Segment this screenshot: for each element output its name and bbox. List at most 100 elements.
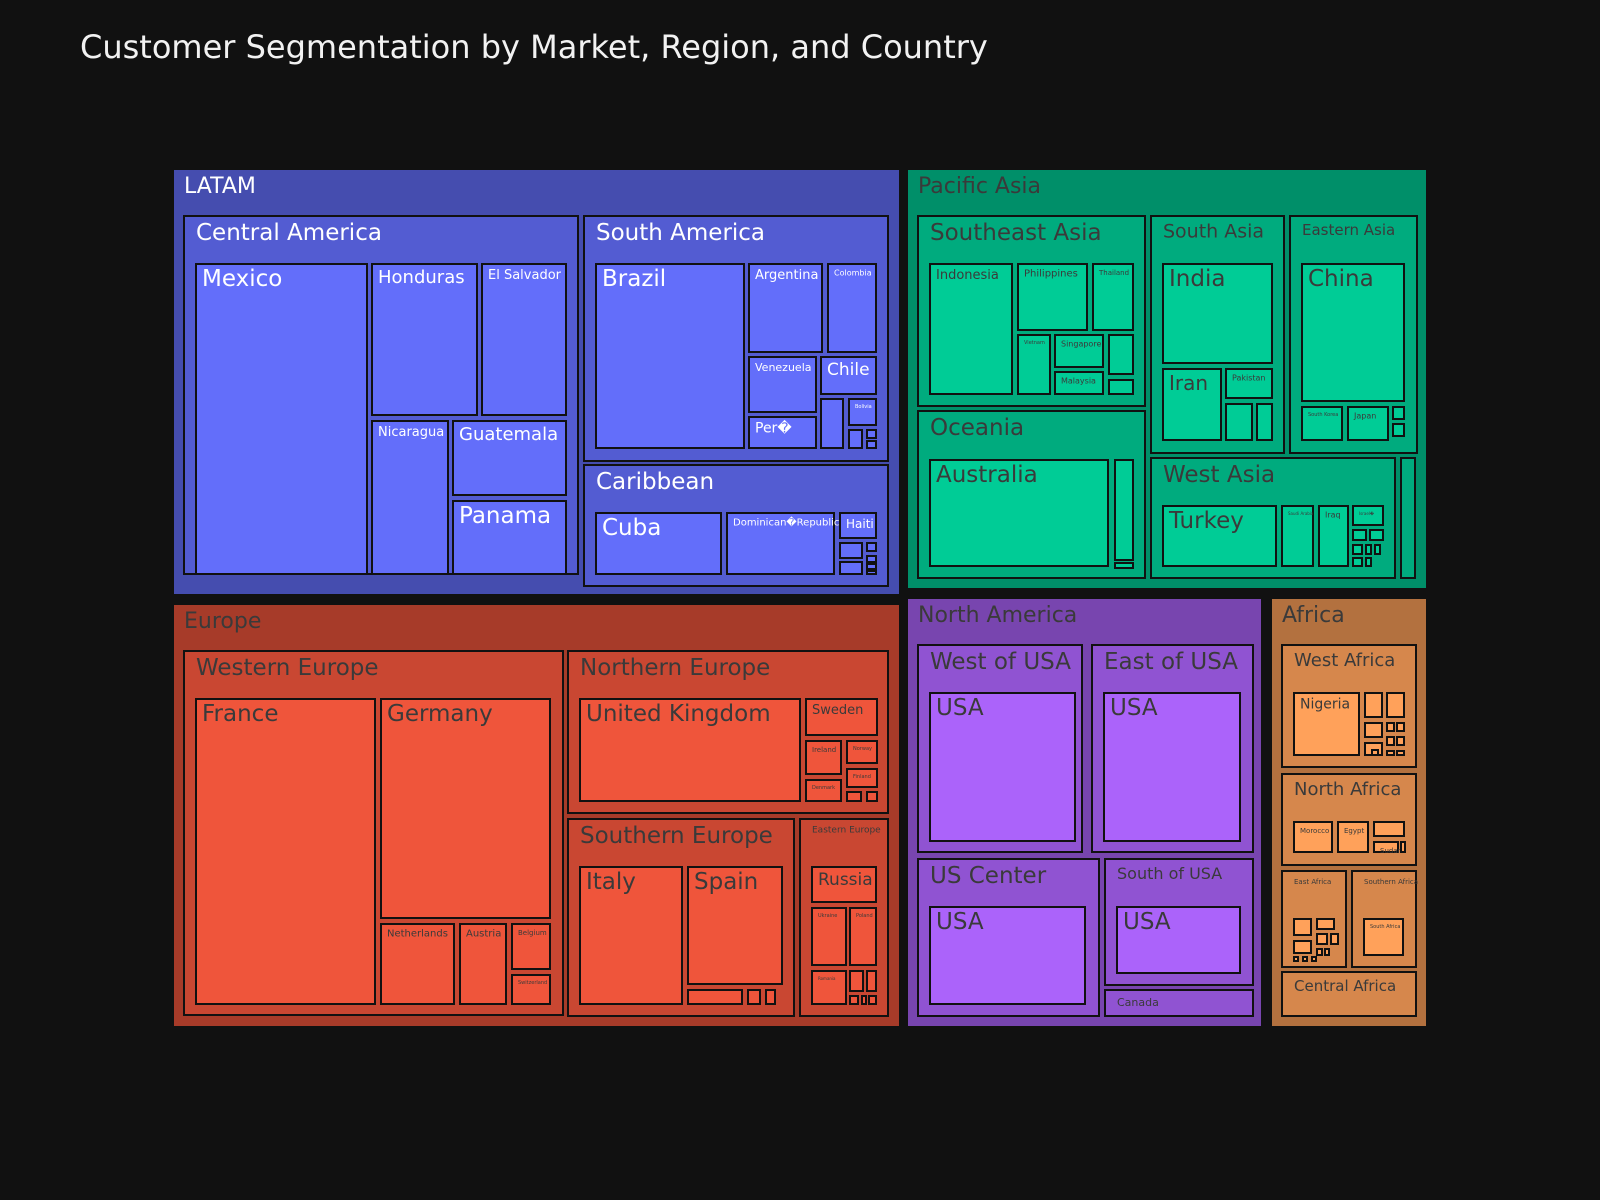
country-tile-turkey[interactable] bbox=[1162, 505, 1277, 567]
country-tile-argentina[interactable] bbox=[748, 263, 823, 353]
country-tile-philippines[interactable] bbox=[1017, 263, 1088, 331]
country-tile-unlabeled[interactable] bbox=[1225, 403, 1253, 441]
region-tile-central-africa[interactable] bbox=[1281, 971, 1417, 1017]
country-tile-china[interactable] bbox=[1301, 263, 1405, 402]
country-tile-unlabeled[interactable] bbox=[866, 970, 877, 992]
country-tile-iran[interactable] bbox=[1162, 368, 1222, 441]
country-tile-unlabeled[interactable] bbox=[1396, 750, 1405, 756]
country-tile-india[interactable] bbox=[1162, 263, 1273, 364]
country-tile-cuba[interactable] bbox=[595, 512, 722, 575]
country-tile-egypt[interactable] bbox=[1337, 821, 1369, 853]
country-tile-unlabeled[interactable] bbox=[868, 995, 877, 1005]
country-tile-israel[interactable] bbox=[1352, 505, 1384, 526]
country-tile-unlabeled[interactable] bbox=[1386, 722, 1395, 732]
country-tile-thailand[interactable] bbox=[1092, 263, 1134, 331]
country-tile-belgium[interactable] bbox=[511, 923, 551, 970]
country-tile-spain[interactable] bbox=[687, 866, 783, 985]
country-tile-south-africa[interactable] bbox=[1363, 918, 1404, 956]
country-tile-el-salvador[interactable] bbox=[481, 263, 567, 416]
country-tile-unlabeled[interactable] bbox=[1371, 749, 1379, 756]
country-tile-unlabeled[interactable] bbox=[1316, 948, 1323, 956]
country-tile-germany[interactable] bbox=[380, 698, 551, 919]
country-tile-unlabeled[interactable] bbox=[866, 563, 877, 570]
country-tile-unlabeled[interactable] bbox=[1293, 940, 1312, 954]
country-tile-unlabeled[interactable] bbox=[1364, 692, 1383, 718]
region-tile-canada[interactable] bbox=[1104, 989, 1254, 1017]
country-tile-unlabeled[interactable] bbox=[1369, 529, 1384, 541]
country-tile-south-korea[interactable] bbox=[1301, 406, 1343, 441]
country-tile-france[interactable] bbox=[195, 698, 376, 1005]
country-tile-usa[interactable] bbox=[1116, 906, 1241, 974]
country-tile-unlabeled[interactable] bbox=[1316, 918, 1335, 930]
country-tile-sweden[interactable] bbox=[805, 698, 878, 736]
country-tile-usa[interactable] bbox=[929, 692, 1076, 842]
country-tile-unlabeled[interactable] bbox=[839, 561, 863, 575]
country-tile-unlabeled[interactable] bbox=[866, 542, 877, 552]
country-tile-guatemala[interactable] bbox=[452, 420, 567, 496]
country-tile-bolivia[interactable] bbox=[848, 398, 877, 426]
country-tile-chile[interactable] bbox=[820, 356, 877, 395]
country-tile-unlabeled[interactable] bbox=[1114, 562, 1134, 569]
country-tile-unlabeled[interactable] bbox=[866, 570, 877, 575]
country-tile-unlabeled[interactable] bbox=[1293, 918, 1312, 936]
country-tile-nigeria[interactable] bbox=[1293, 692, 1360, 756]
country-tile-unlabeled[interactable] bbox=[1256, 403, 1273, 441]
country-tile-unlabeled[interactable] bbox=[820, 398, 844, 449]
country-tile-brazil[interactable] bbox=[595, 263, 745, 449]
country-tile-unlabeled[interactable] bbox=[687, 989, 743, 1005]
country-tile-netherlands[interactable] bbox=[380, 923, 455, 1005]
country-tile-unlabeled[interactable] bbox=[1365, 557, 1372, 567]
country-tile-norway[interactable] bbox=[846, 740, 878, 764]
country-tile-switzerland[interactable] bbox=[511, 974, 551, 1005]
country-tile-mexico[interactable] bbox=[195, 263, 368, 575]
country-tile-unlabeled[interactable] bbox=[861, 995, 867, 1005]
country-tile-unlabeled[interactable] bbox=[1311, 956, 1317, 962]
country-tile-poland[interactable] bbox=[849, 907, 877, 966]
country-tile-austria[interactable] bbox=[459, 923, 507, 1005]
country-tile-unlabeled[interactable] bbox=[1352, 529, 1367, 541]
country-tile-ukraine[interactable] bbox=[811, 907, 847, 966]
country-tile-unlabeled[interactable] bbox=[747, 989, 761, 1005]
country-tile-unlabeled[interactable] bbox=[866, 555, 877, 563]
region-tile-unlabeled[interactable] bbox=[1400, 457, 1416, 579]
country-tile-venezuela[interactable] bbox=[748, 356, 817, 413]
country-tile-australia[interactable] bbox=[929, 459, 1109, 567]
country-tile-malaysia[interactable] bbox=[1054, 371, 1104, 395]
country-tile-ireland[interactable] bbox=[805, 740, 842, 775]
country-tile-vietnam[interactable] bbox=[1017, 334, 1051, 395]
country-tile-unlabeled[interactable] bbox=[1386, 692, 1405, 718]
country-tile-unlabeled[interactable] bbox=[1352, 544, 1363, 555]
country-tile-russia[interactable] bbox=[811, 866, 877, 903]
country-tile-singapore[interactable] bbox=[1054, 334, 1104, 368]
country-tile-romania[interactable] bbox=[811, 970, 847, 1005]
country-tile-unlabeled[interactable] bbox=[1365, 544, 1372, 555]
country-tile-unlabeled[interactable] bbox=[1302, 956, 1308, 962]
country-tile-unlabeled[interactable] bbox=[1293, 956, 1299, 962]
country-tile-honduras[interactable] bbox=[371, 263, 478, 416]
country-tile-unlabeled[interactable] bbox=[1108, 334, 1134, 375]
country-tile-unlabeled[interactable] bbox=[839, 542, 863, 559]
country-tile-unlabeled[interactable] bbox=[1396, 736, 1405, 746]
country-tile-unlabeled[interactable] bbox=[1392, 423, 1405, 437]
country-tile-sudan[interactable] bbox=[1373, 841, 1399, 853]
country-tile-unlabeled[interactable] bbox=[1324, 948, 1330, 956]
country-tile-unlabeled[interactable] bbox=[1396, 722, 1405, 732]
country-tile-unlabeled[interactable] bbox=[1400, 841, 1406, 853]
country-tile-unlabeled[interactable] bbox=[1374, 544, 1381, 555]
country-tile-unlabeled[interactable] bbox=[1114, 459, 1134, 561]
country-tile-unlabeled[interactable] bbox=[1386, 736, 1395, 746]
country-tile-unlabeled[interactable] bbox=[866, 791, 878, 802]
country-tile-unlabeled[interactable] bbox=[1373, 821, 1405, 837]
country-tile-pakistan[interactable] bbox=[1225, 368, 1273, 399]
country-tile-indonesia[interactable] bbox=[929, 263, 1013, 395]
country-tile-united-kingdom[interactable] bbox=[579, 698, 801, 802]
country-tile-colombia[interactable] bbox=[827, 263, 877, 353]
country-tile-unlabeled[interactable] bbox=[1386, 750, 1395, 756]
country-tile-italy[interactable] bbox=[579, 866, 683, 1005]
country-tile-unlabeled[interactable] bbox=[765, 989, 776, 1005]
country-tile-unlabeled[interactable] bbox=[849, 995, 859, 1005]
region-tile-east-africa[interactable] bbox=[1281, 870, 1347, 968]
country-tile-japan[interactable] bbox=[1347, 406, 1389, 441]
country-tile-unlabeled[interactable] bbox=[866, 440, 877, 449]
country-tile-unlabeled[interactable] bbox=[866, 429, 877, 439]
